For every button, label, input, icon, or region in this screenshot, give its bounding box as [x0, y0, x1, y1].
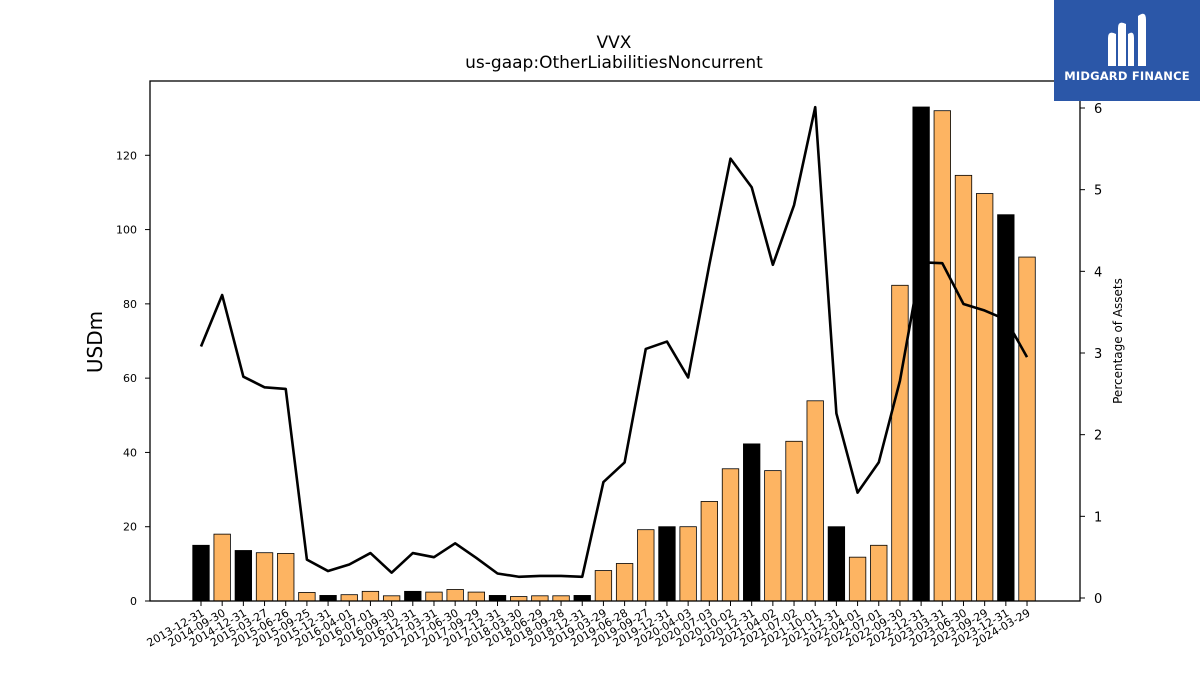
bar — [806, 400, 824, 602]
bar — [425, 591, 443, 602]
bar — [933, 110, 951, 602]
y2-tick-label: 0 — [1094, 592, 1102, 607]
y-tick-label: 100 — [116, 224, 137, 237]
bar — [912, 106, 930, 602]
bar — [1018, 256, 1036, 602]
bar — [743, 443, 761, 602]
bar — [446, 589, 464, 602]
bar — [531, 595, 549, 602]
bar — [637, 529, 655, 602]
y2-axis-label: Percentage of Assets — [1111, 278, 1125, 404]
bar — [404, 590, 422, 602]
bar — [954, 174, 973, 602]
y-tick-label: 120 — [116, 149, 137, 162]
bar — [361, 590, 380, 602]
logo-text: MIDGARD FINANCE — [1064, 69, 1190, 83]
chart-subtitle: us-gaap:OtherLiabilitiesNoncurrent — [465, 53, 763, 73]
y2-tick-label: 4 — [1094, 265, 1102, 280]
bar — [827, 526, 846, 602]
bar — [382, 595, 401, 602]
y-tick-label: 80 — [123, 298, 137, 311]
line-series — [199, 105, 1029, 579]
bar — [997, 214, 1015, 602]
bar — [340, 594, 358, 602]
chart-title: VVX — [597, 33, 632, 53]
y2-tick-label: 5 — [1094, 184, 1102, 199]
axes: 02040608010012001234562013-12-312014-09-… — [116, 80, 1102, 650]
bar — [700, 501, 718, 602]
bar — [319, 595, 337, 602]
y-tick-label: 60 — [123, 372, 137, 385]
y-tick-label: 0 — [130, 595, 137, 608]
plot-frame — [149, 80, 1081, 602]
bar — [658, 526, 676, 602]
bar — [277, 553, 295, 602]
bar — [192, 544, 210, 602]
y2-tick-label: 2 — [1094, 429, 1102, 444]
bar — [848, 556, 867, 602]
bar — [721, 468, 740, 602]
y-axis-label: USDm — [83, 311, 107, 373]
bar — [785, 440, 803, 602]
bar — [510, 596, 528, 602]
bar — [552, 595, 570, 602]
bar — [255, 552, 274, 602]
bar — [298, 592, 316, 602]
y-tick-label: 40 — [123, 446, 137, 459]
bar — [976, 193, 994, 602]
bar — [234, 550, 253, 602]
bar — [764, 470, 782, 602]
bar — [594, 570, 613, 602]
y2-tick-label: 6 — [1094, 102, 1102, 117]
y2-tick-label: 1 — [1094, 510, 1102, 525]
midgard-logo-icon — [1108, 13, 1146, 67]
bar — [573, 595, 591, 602]
bar — [213, 533, 231, 602]
bar — [891, 284, 909, 602]
bar — [615, 563, 634, 602]
y2-tick-label: 3 — [1094, 347, 1102, 362]
pct-assets-line — [199, 105, 1029, 579]
bar — [467, 591, 485, 602]
y-tick-label: 20 — [123, 521, 137, 534]
bar-series — [192, 106, 1036, 602]
bar — [870, 544, 888, 602]
brand-logo: MIDGARD FINANCE — [1054, 0, 1200, 101]
bar — [679, 526, 697, 602]
bar — [488, 595, 507, 602]
